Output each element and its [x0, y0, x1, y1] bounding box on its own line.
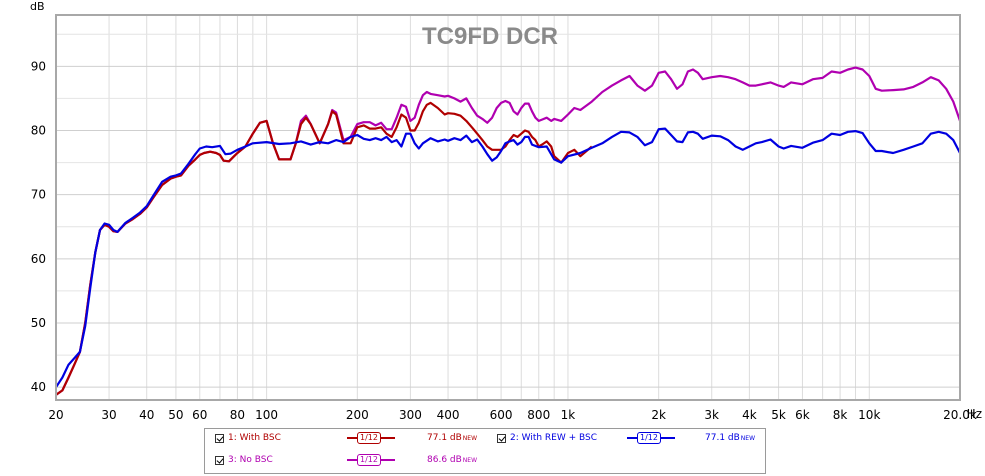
smoothing-with-bsc[interactable]: 1/12 — [347, 431, 395, 445]
checkbox-no-bsc[interactable] — [215, 455, 224, 465]
chart-title: TC9FD DCR — [422, 23, 558, 50]
grid — [56, 15, 960, 400]
value-with-rew-bsc: 77.1 dB NEW — [705, 431, 755, 445]
x-axis-unit: Hz — [967, 407, 982, 421]
x-tick-label: 6k — [795, 408, 810, 422]
legend-item-with-rew-bsc[interactable]: 2: With REW + BSC — [497, 431, 597, 445]
x-tick-label: 300 — [399, 408, 422, 422]
y-tick-label: 40 — [31, 380, 46, 394]
smoothing-label-no-bsc: 1/12 — [357, 454, 381, 466]
x-tick-label: 60 — [192, 408, 207, 422]
legend-item-no-bsc[interactable]: 3: No BSC — [215, 453, 273, 467]
new-badge-no-bsc: NEW — [462, 456, 478, 464]
x-tick-label: 20.0k — [943, 408, 977, 422]
legend-label-with-rew-bsc: 2: With REW + BSC — [510, 433, 598, 443]
x-tick-label: 600 — [490, 408, 513, 422]
series-line-1-with-bsc — [56, 101, 593, 396]
x-tick-label: 20 — [48, 408, 63, 422]
x-tick-labels: 20 30 40 50 60 80 100 200 300 400 600 800 1k 2k 3k 4k 5k… — [48, 408, 977, 422]
y-tick-label: 90 — [31, 59, 46, 73]
x-tick-label: 5k — [771, 408, 786, 422]
new-badge-with-bsc: NEW — [462, 434, 478, 442]
y-tick-labels: 40 50 60 70 80 90 — [31, 59, 46, 394]
smoothing-label-with-rew-bsc: 1/12 — [637, 432, 661, 444]
legend-label-no-bsc: 3: No BSC — [228, 455, 273, 465]
y-tick-label: 60 — [31, 252, 46, 266]
x-tick-label: 1k — [561, 408, 576, 422]
x-tick-label: 80 — [230, 408, 245, 422]
x-tick-label: 10k — [858, 408, 880, 422]
new-badge-with-rew-bsc: NEW — [740, 434, 756, 442]
plot-frame — [55, 14, 961, 401]
smoothing-with-rew-bsc[interactable]: 1/12 — [627, 431, 675, 445]
x-tick-label: 400 — [437, 408, 460, 422]
value-text-with-bsc: 77.1 dB — [427, 433, 462, 443]
series-layer — [56, 66, 960, 396]
series-line-2-with-rew-bsc — [56, 127, 960, 388]
value-text-no-bsc: 86.6 dB — [427, 455, 462, 465]
legend-item-with-bsc[interactable]: 1: With BSC — [215, 431, 281, 445]
legend: 1: With BSC 1/12 77.1 dB NEW 2: With REW … — [204, 428, 766, 474]
smoothing-no-bsc[interactable]: 1/12 — [347, 453, 395, 467]
smoothing-label-with-bsc: 1/12 — [357, 432, 381, 444]
value-with-bsc: 77.1 dB NEW — [427, 431, 477, 445]
checkbox-with-bsc[interactable] — [215, 433, 224, 443]
legend-label-with-bsc: 1: With BSC — [228, 433, 281, 443]
y-tick-label: 50 — [31, 316, 46, 330]
x-tick-label: 8k — [833, 408, 848, 422]
x-tick-label: 100 — [255, 408, 278, 422]
x-tick-label: 50 — [168, 408, 183, 422]
series-line-3-no-bsc — [56, 66, 960, 396]
x-tick-label: 800 — [527, 408, 550, 422]
frequency-response-chart: 40 50 60 70 80 90 20 30 40 50 60 80 100 200 300 400 600… — [30, 0, 982, 422]
y-axis-unit: dB — [30, 0, 45, 13]
x-tick-label: 200 — [346, 408, 369, 422]
x-tick-label: 30 — [101, 408, 116, 422]
x-tick-label: 40 — [139, 408, 154, 422]
checkbox-with-rew-bsc[interactable] — [497, 433, 506, 443]
y-tick-label: 70 — [31, 188, 46, 202]
x-tick-label: 3k — [704, 408, 719, 422]
x-tick-label: 2k — [651, 408, 666, 422]
value-no-bsc: 86.6 dB NEW — [427, 453, 477, 467]
x-tick-label: 4k — [742, 408, 757, 422]
y-tick-label: 80 — [31, 124, 46, 138]
value-text-with-rew-bsc: 77.1 dB — [705, 433, 740, 443]
